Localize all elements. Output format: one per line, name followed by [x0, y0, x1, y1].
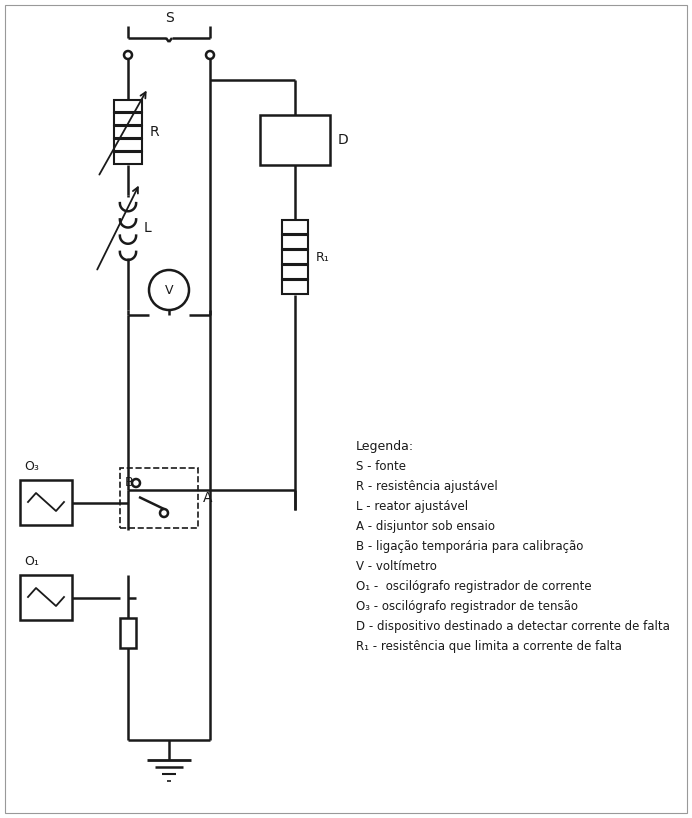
- Text: O₁ -  oscilógrafo registrador de corrente: O₁ - oscilógrafo registrador de corrente: [356, 580, 592, 593]
- Text: R: R: [150, 125, 160, 140]
- Text: A: A: [203, 491, 212, 505]
- Bar: [282, 265, 308, 279]
- Bar: [282, 280, 308, 294]
- Text: V - voltímetro: V - voltímetro: [356, 560, 437, 573]
- Circle shape: [124, 51, 132, 59]
- Circle shape: [132, 479, 140, 487]
- Bar: [120, 468, 198, 528]
- Text: O₃: O₃: [24, 460, 39, 473]
- Text: S: S: [165, 11, 174, 25]
- Bar: [20, 575, 72, 620]
- Bar: [114, 139, 142, 151]
- Bar: [114, 100, 142, 112]
- Bar: [260, 115, 330, 165]
- Bar: [120, 618, 136, 648]
- Text: D: D: [338, 133, 349, 147]
- Text: Legenda:: Legenda:: [356, 440, 414, 453]
- Text: O₃ - oscilógrafo registrador de tensão: O₃ - oscilógrafo registrador de tensão: [356, 600, 578, 613]
- Text: R₁ - resistência que limita a corrente de falta: R₁ - resistência que limita a corrente d…: [356, 640, 622, 653]
- Bar: [114, 113, 142, 125]
- Text: O₁: O₁: [24, 555, 39, 568]
- Text: R - resistência ajustável: R - resistência ajustável: [356, 480, 498, 493]
- Bar: [282, 235, 308, 249]
- Circle shape: [206, 51, 214, 59]
- Bar: [282, 250, 308, 264]
- Text: B: B: [125, 476, 134, 489]
- Bar: [20, 480, 72, 525]
- Text: D - dispositivo destinado a detectar corrente de falta: D - dispositivo destinado a detectar cor…: [356, 620, 670, 633]
- Bar: [114, 126, 142, 138]
- Text: V: V: [165, 284, 173, 296]
- Bar: [282, 220, 308, 234]
- Bar: [114, 152, 142, 164]
- Text: S - fonte: S - fonte: [356, 460, 406, 473]
- Circle shape: [149, 270, 189, 310]
- Text: B - ligação temporária para calibração: B - ligação temporária para calibração: [356, 540, 583, 553]
- Text: R₁: R₁: [316, 251, 330, 264]
- Circle shape: [160, 509, 168, 517]
- Text: L: L: [144, 221, 152, 235]
- Text: A - disjuntor sob ensaio: A - disjuntor sob ensaio: [356, 520, 495, 533]
- Text: L - reator ajustável: L - reator ajustável: [356, 500, 468, 513]
